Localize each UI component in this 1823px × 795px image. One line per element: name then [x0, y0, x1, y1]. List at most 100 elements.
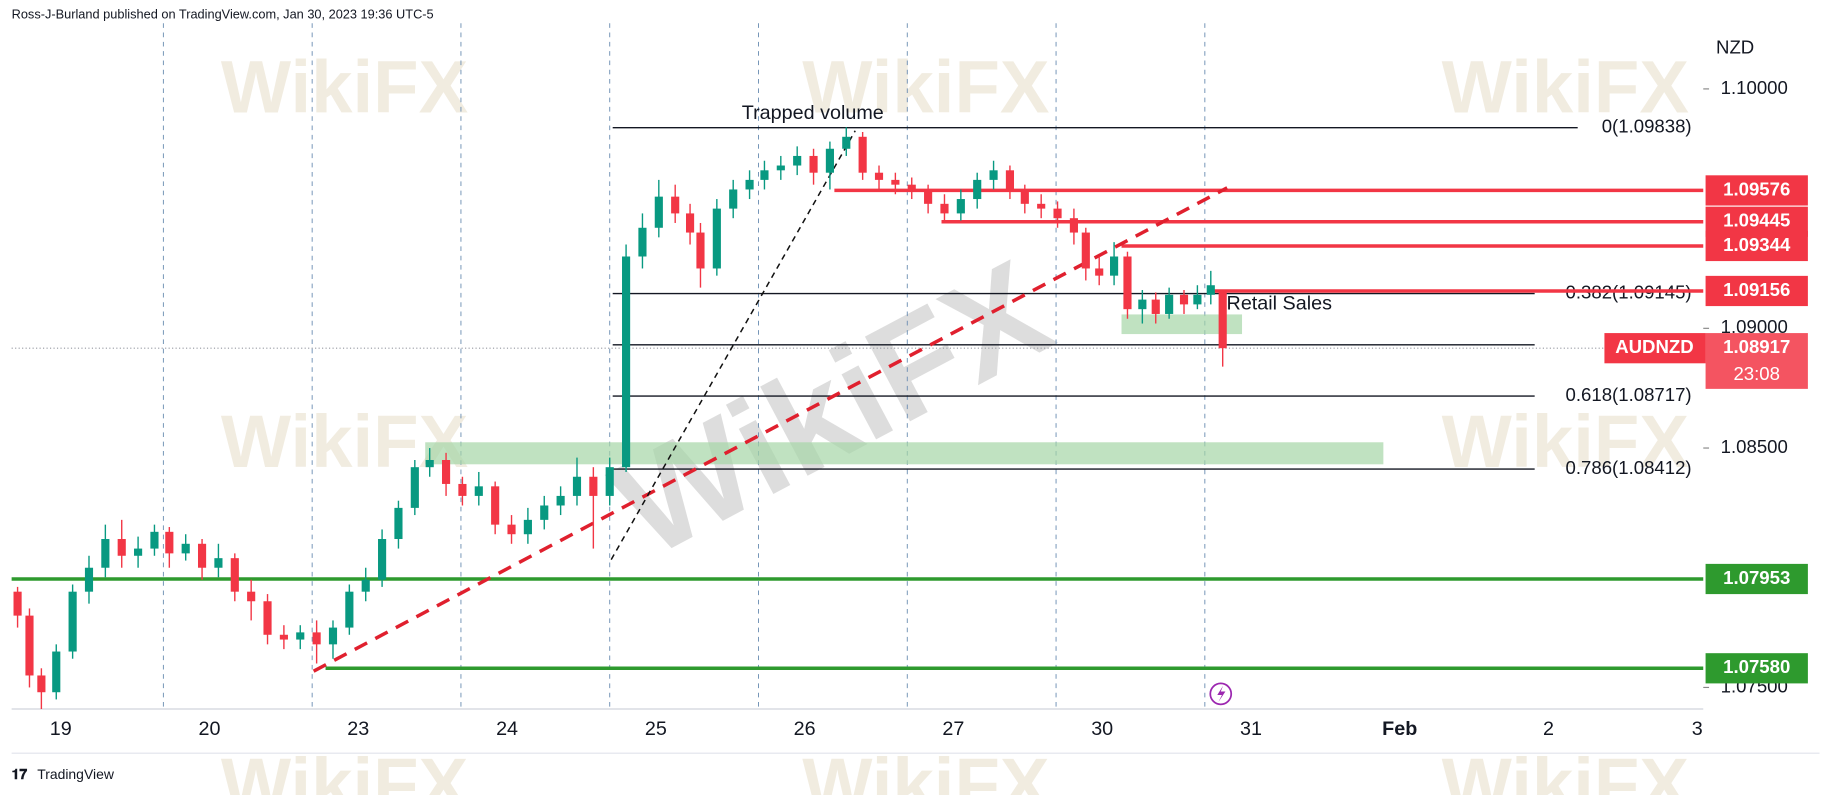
candle-body: [605, 467, 614, 496]
candle-body: [296, 632, 305, 640]
candle-body: [1005, 170, 1015, 190]
annotation: Retail Sales: [1227, 293, 1333, 315]
y-tick-label: 1.09000: [1721, 316, 1788, 337]
candle-body: [907, 184, 916, 190]
price-tag-label: 1.09156: [1723, 279, 1790, 300]
watermark: WikiFX: [1442, 743, 1689, 795]
candle-body: [696, 232, 705, 269]
candle-body: [924, 189, 933, 204]
trendline: [312, 186, 1228, 673]
x-tick-label: 25: [645, 718, 667, 740]
candle-body: [117, 539, 126, 556]
currency-label: NZD: [1716, 37, 1754, 58]
symbol-label: AUDNZD: [1615, 336, 1693, 357]
candle-body: [1123, 256, 1132, 310]
candle-body: [197, 543, 207, 568]
price-tag-label: 1.09344: [1723, 234, 1791, 255]
candle-body: [68, 591, 77, 652]
candle-body: [491, 486, 500, 525]
price-tag: [1705, 563, 1808, 595]
zone: [1121, 314, 1243, 335]
candle-body: [712, 208, 721, 269]
candle-body: [1218, 292, 1227, 349]
candle-body: [410, 467, 419, 508]
x-tick-label: 26: [794, 718, 816, 740]
candle-body: [638, 227, 647, 257]
annotation: Trapped volume: [742, 102, 884, 124]
candle-body: [572, 476, 582, 496]
candle-body: [956, 199, 965, 214]
candle-body: [793, 155, 802, 166]
price-tag: [1705, 175, 1808, 206]
y-tick-label: 1.08500: [1721, 436, 1788, 457]
candle-body: [1020, 189, 1029, 204]
candle-body: [101, 539, 110, 568]
footer-brand: TradingView: [37, 766, 115, 782]
candle-body: [474, 486, 483, 496]
price-tag: [1705, 275, 1808, 307]
candle-body: [52, 651, 61, 693]
watermark: WikiFX: [802, 743, 1049, 795]
candle-body: [507, 524, 516, 535]
x-tick-label: 19: [50, 718, 72, 740]
candle-body: [654, 196, 663, 228]
candle-body: [1193, 294, 1202, 305]
candle-body: [874, 172, 884, 180]
candle-body: [891, 179, 900, 185]
candle-body: [1053, 208, 1062, 219]
fib-label: 0(1.09838): [1602, 116, 1692, 137]
price-tag: [1705, 230, 1808, 262]
candle-body: [458, 483, 467, 496]
candle-body: [230, 558, 239, 592]
candle-body: [1037, 203, 1046, 209]
candle-body: [1138, 299, 1147, 310]
plot-area: 19 20 23 24 25 26 27 30 31 Feb 2 31.100001.090001.0…: [11, 23, 1808, 740]
x-tick-label: 3: [1692, 718, 1703, 740]
candle-body: [622, 256, 631, 468]
zone: [425, 442, 1384, 465]
candle-body: [556, 495, 565, 506]
candle-body: [279, 634, 288, 640]
candle-body: [760, 170, 769, 180]
watermark: WikiFX: [1442, 46, 1689, 129]
watermark: WikiFX: [802, 46, 1049, 129]
price-tag-label: 1.09445: [1723, 210, 1790, 231]
candle-body: [809, 155, 818, 173]
candle-body: [134, 548, 143, 556]
candle-body: [214, 558, 223, 568]
watermark: WikiFX: [221, 743, 468, 795]
candle-body: [441, 460, 451, 484]
candle-body: [729, 189, 738, 209]
price-tag-label: 1.07953: [1723, 567, 1790, 588]
countdown-label: 23:08: [1733, 363, 1780, 384]
event-icon-bolt: [1217, 685, 1226, 703]
candle-body: [247, 591, 256, 602]
candle-body: [13, 591, 22, 616]
candle-body: [973, 179, 982, 200]
candle-body: [745, 179, 754, 190]
x-tick-label: 24: [496, 718, 518, 740]
candle-body: [940, 203, 949, 214]
candle-body: [150, 531, 159, 549]
x-tick-label: 2: [1543, 718, 1554, 740]
candle-body: [425, 460, 434, 468]
header: Ross-J-Burland published on TradingView.…: [12, 6, 434, 21]
candle-body: [842, 136, 851, 149]
candle-body: [1206, 285, 1215, 295]
x-tick-label: 31: [1240, 718, 1262, 740]
candle-body: [825, 148, 834, 173]
event-icon[interactable]: [1209, 682, 1233, 706]
candle-body: [84, 567, 94, 592]
candle-body: [989, 170, 998, 180]
candle-body: [345, 591, 354, 628]
candle-body: [361, 579, 370, 592]
price-tag: [1705, 653, 1808, 684]
candle-body: [1095, 268, 1104, 276]
fib-label: 0.618(1.08717): [1566, 384, 1692, 405]
last-price-tag: [1705, 333, 1808, 389]
candle-body: [523, 519, 532, 535]
candle-body: [165, 531, 174, 554]
